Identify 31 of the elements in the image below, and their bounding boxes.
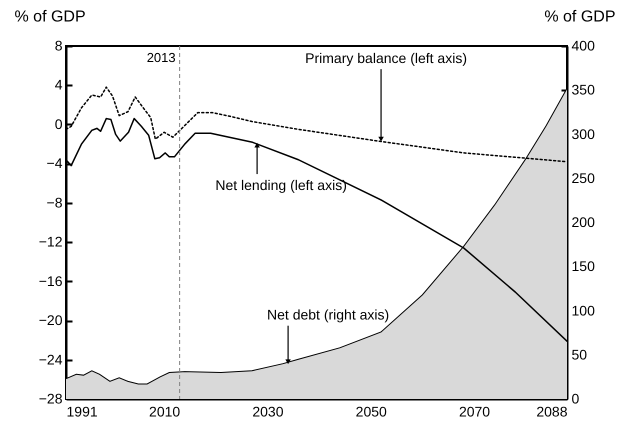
y-tick-label: −4 [46,155,63,172]
y-tick-label: −28 [38,390,63,406]
y-tick-label: 4 [54,76,63,93]
ref-line-label: 2013 [146,50,176,65]
y2-tick-label: 200 [572,214,596,230]
y-tick-label: −24 [38,351,63,368]
y2-tick-label: 250 [572,170,596,186]
x-tick-label: 1991 [66,404,98,420]
y2-tick-label: 50 [572,346,588,362]
y-tick-label: 8 [54,38,63,54]
annotation: Net debt (right axis) [267,306,390,323]
y-tick-label: −12 [38,234,63,250]
y-tick-label: −8 [46,194,63,210]
y-axis-title: % of GDP [14,8,86,26]
x-tick-label: 2030 [252,404,284,420]
annotation: Primary balance (left axis) [305,50,467,66]
y2-tick-label: 150 [572,258,596,274]
y2-tick-label: 0 [572,390,580,406]
y-tick-label: −16 [38,272,63,289]
y2-tick-label: 350 [572,82,596,98]
x-tick-label: 2010 [149,404,180,420]
annotation: Net lending (left axis) [215,177,347,194]
y-tick-label: −20 [38,312,63,328]
x-tick-label: 2088 [536,404,568,420]
x-tick-label: 2050 [356,404,388,420]
y2-tick-label: 300 [572,126,596,142]
y2-tick-label: 400 [572,38,596,54]
y2-axis-title: % of GDP [544,8,616,26]
x-tick-label: 2070 [458,404,490,420]
y-tick-label: 0 [54,116,63,132]
y2-tick-label: 100 [572,302,596,318]
